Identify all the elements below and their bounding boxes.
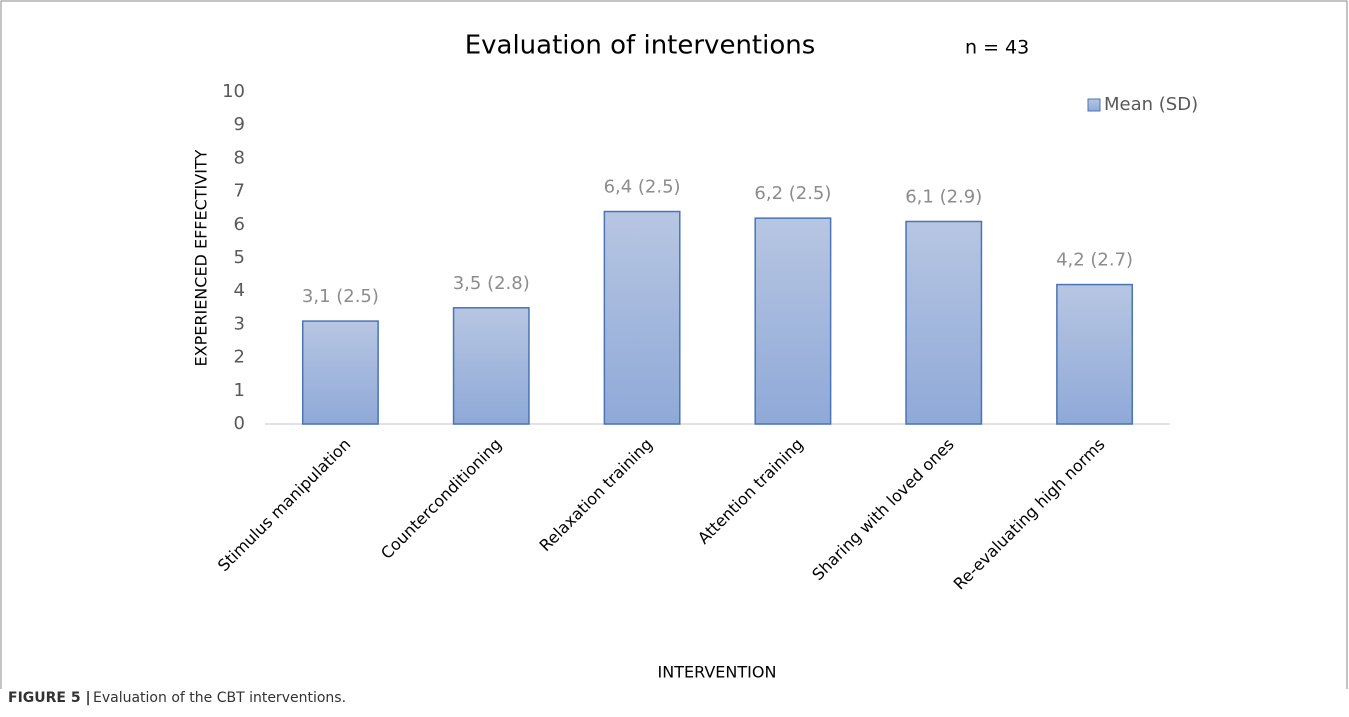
bar <box>905 220 983 425</box>
chart-title: Evaluation of interventions <box>465 31 816 61</box>
x-axis-label: INTERVENTION <box>658 663 777 682</box>
frame <box>0 0 1348 689</box>
y-tick-label: 9 <box>234 114 245 135</box>
y-tick-label: 1 <box>234 380 245 401</box>
y-tick-label: 0 <box>234 413 245 434</box>
x-tick-label: Sharing with loved ones <box>808 435 958 585</box>
annotation: n = 43 <box>965 37 1029 59</box>
x-tick-label: Attention training <box>694 435 807 548</box>
y-tick-label: 3 <box>234 313 245 334</box>
legend-label: Mean (SD) <box>1104 94 1198 115</box>
legend-swatch <box>1087 98 1101 112</box>
value-label: 6,1 (2.9) <box>905 186 982 207</box>
y-tick-label: 5 <box>234 247 245 268</box>
bar <box>754 217 832 425</box>
caption: Evaluation of the CBT interventions. <box>93 690 346 706</box>
bar <box>603 210 681 425</box>
value-label: 4,2 (2.7) <box>1056 250 1133 271</box>
x-tick-label: Re-evaluating high norms <box>950 435 1109 594</box>
value-label: 3,1 (2.5) <box>302 286 379 307</box>
y-tick-label: 2 <box>234 347 245 368</box>
bar <box>301 320 379 425</box>
value-label: 6,2 (2.5) <box>754 183 831 204</box>
y-tick-label: 6 <box>234 214 245 235</box>
x-tick-label: Relaxation training <box>536 435 657 556</box>
y-tick-label: 4 <box>234 280 245 301</box>
bar <box>452 307 530 425</box>
y-tick-label: 8 <box>234 147 245 168</box>
x-tick-label: Stimulus manipulation <box>214 435 355 576</box>
y-tick-label: 7 <box>234 181 245 202</box>
value-label: 3,5 (2.8) <box>453 273 530 294</box>
bar <box>1056 283 1134 425</box>
value-label: 6,4 (2.5) <box>604 177 681 198</box>
x-tick-label: Counterconditioning <box>377 435 505 563</box>
caption-label: FIGURE 5 | <box>8 690 91 706</box>
y-tick-label: 10 <box>222 81 245 102</box>
y-axis-label: EXPERIENCED EFFECTIVITY <box>192 149 211 366</box>
